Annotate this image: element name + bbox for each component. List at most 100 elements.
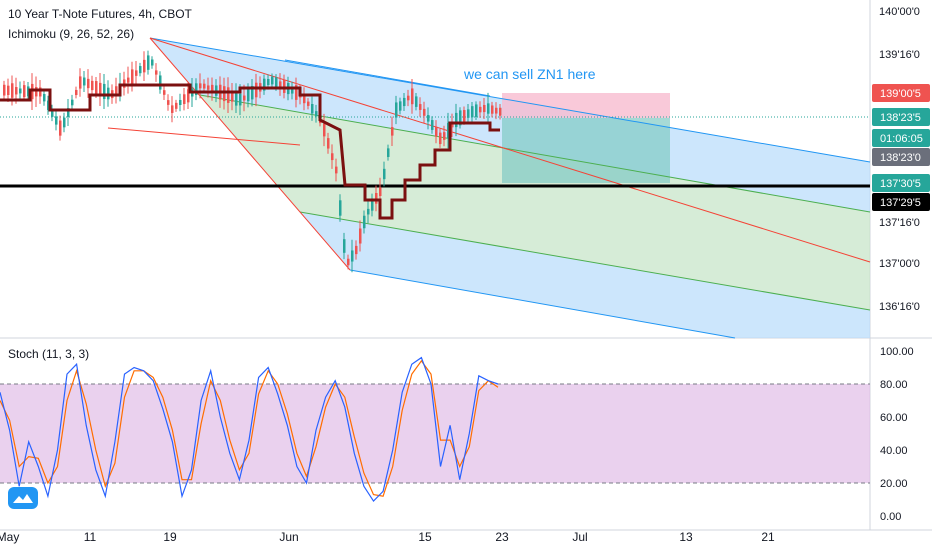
candle-body — [331, 153, 334, 161]
candle-body — [151, 59, 154, 66]
price-tick-label: 137'00'0 — [879, 258, 920, 270]
candle-body — [443, 132, 446, 140]
candle-body — [275, 77, 278, 88]
pitchfork-upper-line-2 — [284, 59, 491, 97]
candle-body — [359, 228, 362, 244]
candle-body — [451, 123, 454, 128]
time-tick-label: 15 — [418, 530, 432, 544]
candle-body — [491, 105, 494, 114]
time-tick-label: 11 — [84, 530, 97, 544]
candle-body — [179, 99, 182, 106]
candle-body — [463, 110, 466, 122]
time-tick-label: Jun — [279, 530, 298, 544]
price-tick-label: 140'00'0 — [879, 6, 920, 18]
ichimoku-base-line — [0, 83, 500, 220]
candle-body — [167, 100, 170, 105]
candle-body — [39, 87, 42, 97]
candle-body — [171, 105, 174, 113]
candle-body — [307, 101, 310, 106]
time-tick-label: 19 — [163, 530, 177, 544]
price-tag-label: 137'29'5 — [880, 197, 921, 209]
candle-body — [499, 107, 502, 116]
candle-body — [267, 78, 270, 86]
candle-body — [211, 84, 214, 94]
pitchfork-handle — [149, 37, 351, 271]
indicator-label: Ichimoku (9, 26, 52, 26) — [8, 27, 135, 41]
candle-body — [343, 239, 346, 253]
time-axis: May 11 19 Jun 15 23 Jul 13 21 — [0, 530, 775, 544]
candle-body — [371, 199, 374, 211]
candle-body — [475, 104, 478, 117]
pitchfork-lower-line — [349, 269, 736, 339]
candle-body — [431, 120, 434, 130]
stoch-tick-label: 20.00 — [880, 478, 908, 490]
price-tag-label: 01:06:05 — [880, 133, 923, 145]
candle-body — [239, 93, 242, 106]
candle-body — [447, 122, 450, 139]
candle-body — [235, 90, 238, 106]
candle-body — [15, 87, 18, 95]
pitchfork-upper-line — [149, 37, 871, 163]
candle-body — [95, 81, 98, 94]
pitchfork-median-origin — [107, 127, 301, 146]
candle-body — [87, 78, 90, 89]
price-tag — [872, 148, 930, 166]
price-tag-label: 137'30'5 — [880, 178, 921, 190]
price-tag — [872, 129, 930, 147]
candle-body — [139, 66, 142, 74]
candle-body — [391, 127, 394, 136]
candle-body — [387, 148, 390, 157]
candle-body — [175, 102, 178, 109]
price-tag-label: 138'23'0 — [880, 152, 921, 164]
pitchfork-lines[interactable] — [0, 37, 871, 339]
price-tag — [872, 193, 930, 211]
candle-body — [487, 103, 490, 114]
candle-body — [243, 95, 246, 101]
candle-body — [399, 101, 402, 111]
candle-body — [23, 85, 26, 98]
trade-annotation[interactable]: we can sell ZN1 here — [464, 66, 596, 82]
candle-body — [79, 76, 82, 89]
candle-body — [99, 82, 102, 97]
pitchfork-middle-zone — [200, 95, 870, 310]
candle-body — [347, 258, 350, 266]
candle-body — [375, 192, 378, 204]
price-tag — [872, 174, 930, 192]
candle-body — [395, 102, 398, 118]
pitchfork-lower-zone — [300, 212, 870, 338]
candle-body — [419, 104, 422, 110]
short-position-tool[interactable] — [502, 93, 670, 183]
candle-body — [255, 82, 258, 98]
candle-body — [187, 89, 190, 103]
candle-body — [231, 91, 234, 102]
candle-body — [31, 83, 34, 100]
candle-body — [195, 83, 198, 96]
candle-body — [47, 100, 50, 110]
stoch-tick-label: 100.00 — [880, 346, 914, 358]
candle-body — [435, 126, 438, 137]
candles — [3, 50, 502, 273]
price-axis: 140'00'0 139'16'0 137'16'0 137'00'0 136'16'0 — [879, 6, 920, 313]
candle-body — [439, 132, 442, 145]
candle-body — [471, 106, 474, 118]
price-tick-label: 136'16'0 — [879, 301, 920, 313]
price-tag — [872, 108, 930, 126]
candle-body — [415, 96, 418, 107]
candle-body — [3, 84, 6, 96]
candle-body — [495, 107, 498, 114]
candle-body — [91, 80, 94, 91]
candle-body — [303, 94, 306, 104]
candle-body — [7, 85, 10, 96]
ichimoku-line — [0, 83, 500, 220]
candle-body — [43, 94, 46, 102]
chart-title: 10 Year T-Note Futures, 4h, CBOT — [8, 7, 192, 21]
candle-body — [459, 110, 462, 126]
time-tick-label: 21 — [761, 530, 775, 544]
candle-body — [363, 215, 366, 229]
candle-body — [455, 112, 458, 128]
stoch-tick-label: 40.00 — [880, 445, 908, 457]
price-tick-label: 139'16'0 — [879, 49, 920, 61]
candle-body — [159, 75, 162, 90]
price-tag — [872, 84, 930, 102]
